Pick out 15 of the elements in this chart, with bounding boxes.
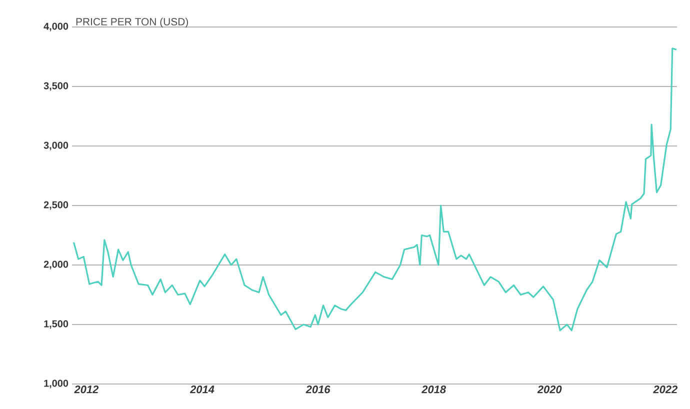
y-tick-label: 2,000: [44, 260, 68, 270]
y-tick-label: 3,500: [44, 82, 68, 91]
y-tick-label: 4,000: [44, 22, 68, 32]
y-tick-label: 2,500: [44, 201, 68, 210]
x-tick-label: 2016: [306, 386, 330, 394]
x-tick-label: 2022: [653, 386, 678, 394]
y-axis-title: PRICE PER TON (USD): [76, 18, 188, 28]
y-tick-label: 1,000: [44, 380, 68, 388]
x-tick-label: 2014: [190, 386, 214, 394]
line-series: [72, 48, 678, 332]
x-tick-label: 2020: [537, 386, 562, 394]
x-tick-label: 2012: [74, 386, 99, 394]
y-tick-label: 1,500: [44, 320, 68, 329]
y-tick-label: 3,000: [44, 142, 68, 150]
x-tick-label: 2018: [421, 386, 446, 394]
